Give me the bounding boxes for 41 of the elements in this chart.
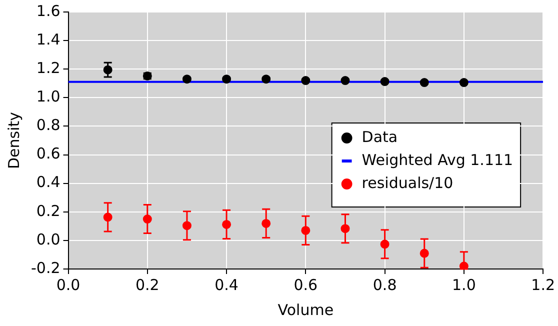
y-tick-label: 0.0: [36, 230, 60, 248]
x-tick-label: 0.6: [294, 276, 318, 294]
legend-label: residuals/10: [362, 174, 454, 192]
point: [380, 77, 390, 86]
y-tick-label: -0.2: [30, 258, 60, 277]
point: [222, 74, 232, 84]
legend-label: Data: [362, 128, 398, 146]
y-tick-label: 1.2: [36, 59, 60, 77]
point: [340, 224, 350, 234]
point: [380, 240, 390, 249]
point: [103, 212, 112, 222]
point: [262, 74, 271, 84]
y-tick-label: 1.4: [36, 30, 60, 48]
x-tick-label: 1.2: [531, 276, 555, 294]
x-tick-label: 0.4: [214, 276, 238, 294]
point: [103, 65, 112, 74]
point: [301, 226, 310, 235]
y-tick-label: 0.4: [36, 173, 60, 192]
point: [142, 214, 152, 224]
point: [340, 76, 350, 86]
legend-label: Weighted Avg 1.111: [362, 150, 514, 169]
point: [459, 78, 468, 88]
point: [301, 76, 310, 86]
point: [420, 78, 429, 88]
point: [182, 221, 192, 230]
x-axis-title: Volume: [278, 300, 334, 319]
x-tick-label: 0.0: [56, 276, 80, 294]
x-tick-label: 0.2: [135, 276, 160, 294]
point: [262, 218, 271, 228]
y-axis-title: Density: [4, 112, 23, 170]
y-tick-label: 1.6: [36, 2, 60, 20]
point: [182, 74, 192, 84]
y-tick-label: 0.8: [36, 116, 60, 134]
y-tick-label: 0.2: [36, 202, 60, 220]
x-tick-label: 1.0: [452, 276, 476, 294]
point: [459, 262, 468, 269]
y-tick-label: 0.6: [36, 144, 60, 163]
point: [420, 248, 429, 258]
y-tick-label: 1.0: [36, 88, 60, 106]
x-tick-label: 0.8: [372, 276, 397, 294]
point: [222, 220, 232, 229]
